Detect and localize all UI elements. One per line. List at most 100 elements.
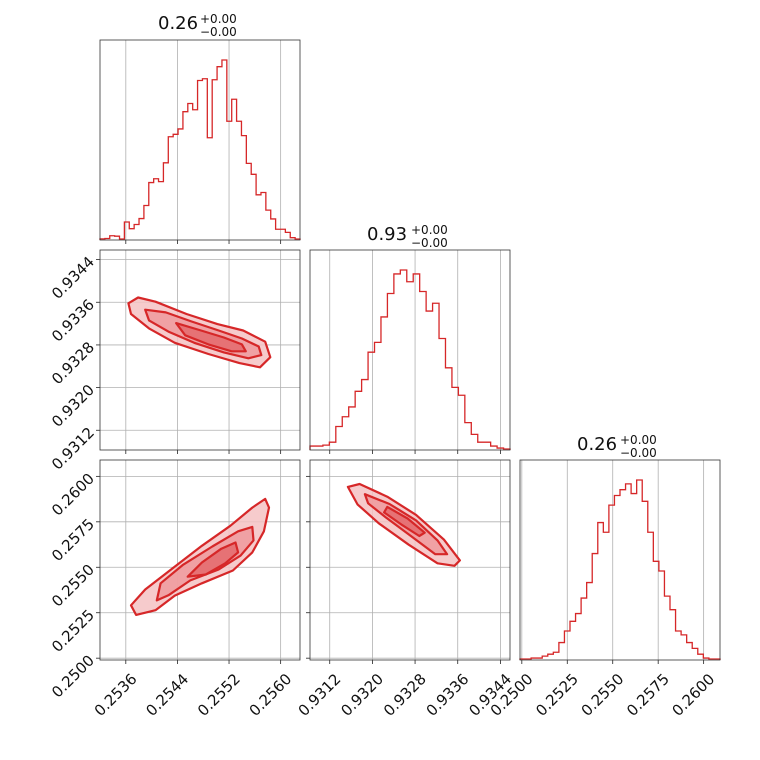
- scatter-point: [394, 0, 396, 1]
- scatter-point: [399, 0, 401, 1]
- scatter-point: [151, 0, 153, 1]
- scatter-point: [505, 0, 507, 1]
- scatter-point: [193, 0, 195, 1]
- scatter-point: [378, 0, 380, 1]
- scatter-point: [191, 0, 193, 1]
- scatter-point: [137, 0, 139, 1]
- scatter-point: [262, 0, 264, 1]
- scatter-point: [135, 0, 137, 1]
- scatter-point: [472, 0, 474, 1]
- scatter-point: [433, 0, 435, 1]
- scatter-point: [221, 0, 223, 1]
- scatter-point: [218, 0, 220, 1]
- scatter-point: [175, 0, 177, 1]
- scatter-point: [111, 0, 113, 1]
- scatter-point: [411, 0, 413, 1]
- scatter-point: [266, 0, 268, 1]
- scatter-point: [228, 0, 230, 1]
- scatter-point: [384, 0, 386, 1]
- scatter-point: [461, 0, 463, 1]
- scatter-point: [203, 0, 205, 1]
- scatter-point: [248, 0, 250, 1]
- scatter-point: [299, 0, 301, 1]
- scatter-point: [214, 0, 216, 1]
- scatter-point: [430, 0, 432, 1]
- scatter-point: [215, 0, 217, 1]
- scatter-point: [171, 0, 173, 1]
- scatter-point: [195, 0, 197, 1]
- scatter-point: [347, 0, 349, 1]
- scatter-point: [432, 0, 434, 1]
- y-tick-label: 0.2500: [48, 651, 98, 701]
- scatter-point: [367, 0, 369, 1]
- scatter-point: [426, 0, 428, 1]
- scatter-point: [433, 0, 435, 1]
- scatter-point: [243, 0, 245, 1]
- scatter-point: [198, 0, 200, 1]
- scatter-point: [213, 0, 215, 1]
- scatter-point: [205, 0, 207, 1]
- scatter-point: [211, 0, 213, 1]
- scatter-point: [409, 0, 411, 1]
- scatter-point: [267, 0, 269, 1]
- scatter-point: [179, 0, 181, 1]
- scatter-point: [256, 0, 258, 1]
- scatter-point: [250, 0, 252, 1]
- scatter-point: [470, 0, 472, 1]
- scatter-point: [243, 0, 245, 1]
- scatter-point: [221, 0, 223, 1]
- scatter-point: [166, 0, 168, 1]
- x-tick-label: 0.9312: [295, 670, 345, 720]
- scatter-point: [381, 0, 383, 1]
- scatter-point: [444, 0, 446, 1]
- y-tick-label: 0.9344: [48, 253, 98, 303]
- scatter-point: [212, 0, 214, 1]
- scatter-point: [448, 0, 450, 1]
- scatter-point: [112, 0, 114, 1]
- scatter-point: [469, 0, 471, 1]
- scatter-point: [358, 0, 360, 1]
- scatter-point: [441, 0, 443, 1]
- scatter-point: [397, 0, 399, 1]
- scatter-point: [376, 0, 378, 1]
- panel-title-p2-plus: +0.00: [620, 433, 657, 447]
- scatter-point: [202, 0, 204, 1]
- scatter-point: [243, 0, 245, 1]
- scatter-point: [205, 0, 207, 1]
- scatter-point: [400, 0, 402, 1]
- scatter-point: [224, 0, 226, 1]
- scatter-point: [189, 0, 191, 1]
- scatter-point: [394, 0, 396, 1]
- scatter-point: [370, 0, 372, 1]
- scatter-point: [237, 0, 239, 1]
- scatter-point: [201, 0, 203, 1]
- scatter-point: [185, 0, 187, 1]
- scatter-point: [201, 0, 203, 1]
- scatter-point: [157, 0, 159, 1]
- scatter-point: [251, 0, 253, 1]
- scatter-point: [410, 0, 412, 1]
- scatter-point: [413, 0, 415, 1]
- axes-0-0: [125, 40, 282, 244]
- scatter-point: [250, 0, 252, 1]
- scatter-point: [251, 0, 253, 1]
- scatter-point: [212, 0, 214, 1]
- scatter-point: [192, 0, 194, 1]
- scatter-point: [467, 0, 469, 1]
- scatter-point: [190, 0, 192, 1]
- scatter-point: [454, 0, 456, 1]
- scatter-point: [220, 0, 222, 1]
- scatter-point: [196, 0, 198, 1]
- scatter-point: [172, 0, 174, 1]
- scatter-point: [250, 0, 252, 1]
- scatter-point: [482, 0, 484, 1]
- scatter-point: [366, 0, 368, 1]
- scatter-point: [203, 0, 205, 1]
- scatter-point: [143, 0, 145, 1]
- scatter-point: [199, 0, 201, 1]
- scatter-point: [218, 0, 220, 1]
- scatter-point: [363, 0, 365, 1]
- scatter-point: [174, 0, 176, 1]
- scatter-point: [219, 0, 221, 1]
- scatter-point: [277, 0, 279, 1]
